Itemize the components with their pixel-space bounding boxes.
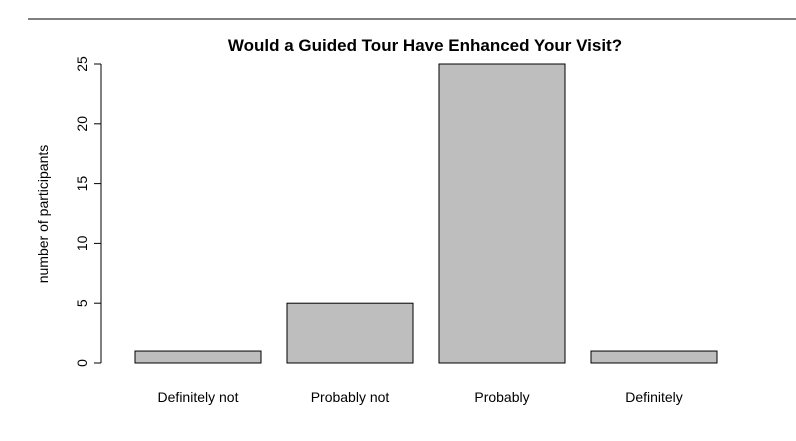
x-tick-label: Definitely not [158,389,239,405]
y-tick-label: 15 [74,176,90,192]
y-tick-label: 10 [74,235,90,251]
y-tick-label: 5 [74,299,90,307]
chart-title: Would a Guided Tour Have Enhanced Your V… [228,36,622,55]
bar-definitely [590,350,718,364]
bars [134,63,718,364]
x-tick-label: Probably not [311,389,390,405]
bar-probably [438,63,566,364]
x-tick-label: Definitely [625,389,683,405]
bar-definitely-not [134,350,262,364]
y-tick-label: 20 [74,116,90,132]
x-tick-label: Probably [474,389,529,405]
y-axis: 0 5 10 15 20 25 [74,56,102,367]
x-axis-tick-labels: Definitely not Probably not Probably Defini… [158,389,683,405]
y-axis-label: number of participants [35,145,51,284]
y-tick-label: 0 [74,359,90,367]
y-tick-label: 25 [74,56,90,72]
bar-probably-not [286,302,414,364]
